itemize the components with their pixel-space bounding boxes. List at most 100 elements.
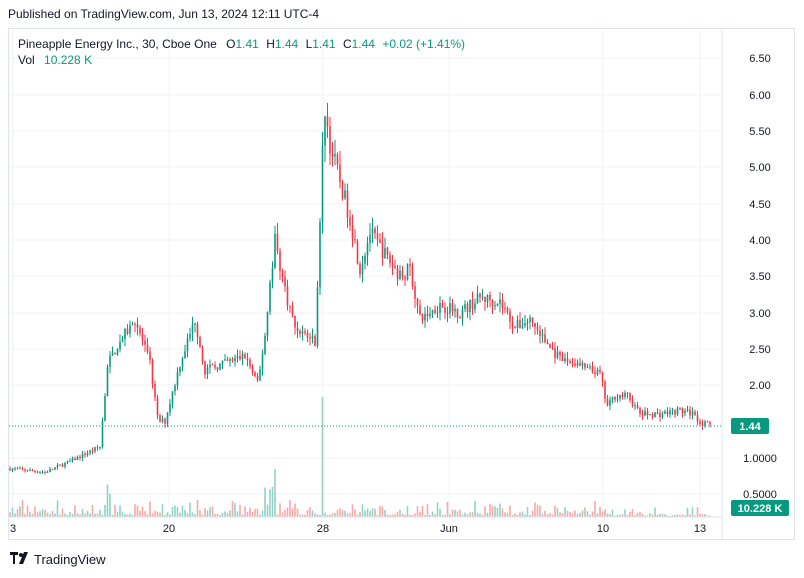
volume-bar: [291, 508, 294, 517]
candle-body: [464, 304, 466, 310]
volume-bar: [264, 487, 266, 517]
candle-body: [519, 320, 521, 328]
candle-body: [44, 472, 46, 474]
volume-bar: [566, 510, 569, 517]
candle-body: [114, 352, 116, 355]
volume-bar: [361, 504, 364, 517]
y-tick-label: 6.50: [749, 53, 770, 65]
candle-body: [531, 317, 534, 323]
volume-bar: [306, 510, 309, 517]
candle-body: [164, 418, 166, 424]
volume-bar: [689, 514, 691, 517]
volume-bar: [629, 511, 631, 517]
candle-body: [349, 217, 351, 226]
volume-bar: [106, 484, 109, 517]
volume-bar: [544, 510, 546, 517]
candle-body: [689, 409, 691, 416]
candle-body: [171, 391, 174, 405]
volume-bar: [401, 513, 404, 517]
candle-body: [661, 413, 664, 418]
candle-body: [361, 263, 364, 275]
volume-bar: [46, 512, 49, 517]
volume-bar: [59, 514, 61, 517]
candle-body: [104, 396, 106, 421]
candle-body: [61, 464, 64, 467]
candle-body: [294, 315, 296, 328]
candle-body: [496, 304, 499, 306]
volume-bar: [364, 510, 366, 517]
volume-bar: [504, 512, 506, 517]
chart-frame[interactable]: [8, 28, 795, 540]
volume-bar: [604, 509, 606, 517]
volume-bar: [424, 514, 426, 517]
volume-bar: [426, 503, 429, 517]
volume-bar: [624, 509, 626, 517]
candle-body: [71, 458, 74, 461]
y-tick-label: 4.00: [749, 235, 770, 247]
y-tick-label: 5.50: [749, 126, 770, 138]
volume-bar: [216, 513, 219, 517]
volume-bar: [279, 503, 281, 517]
volume-bar: [481, 514, 484, 517]
candle-body: [456, 308, 459, 318]
candle-body: [634, 405, 636, 407]
volume-bar: [461, 514, 464, 517]
volume-bar: [599, 506, 601, 517]
candle-body: [201, 347, 204, 362]
candle-body: [269, 282, 271, 313]
candle-body: [134, 324, 136, 326]
candle-body: [426, 313, 429, 317]
candle-body: [476, 293, 479, 304]
candle-body: [619, 394, 621, 399]
candle-body: [401, 270, 404, 278]
volume-bar: [651, 514, 654, 517]
candle-body: [139, 327, 141, 334]
volume-bar: [294, 503, 296, 517]
candle-body: [321, 145, 324, 222]
volume-bar: [126, 514, 129, 517]
volume-bar: [231, 501, 234, 517]
candle-body: [336, 154, 339, 165]
volume-bar: [266, 504, 269, 517]
volume-bar: [694, 515, 696, 517]
high-label: H: [266, 37, 275, 51]
candle-body: [509, 311, 511, 322]
candle-body: [19, 468, 21, 470]
volume-bar: [154, 510, 156, 517]
candle-body: [494, 305, 496, 307]
close-value: 1.44: [351, 37, 375, 51]
volume-bar: [619, 514, 621, 517]
volume-bar: [464, 512, 466, 517]
tradingview-logo[interactable]: TradingView: [10, 552, 106, 567]
volume-bar: [704, 513, 706, 517]
candle-body: [204, 361, 206, 375]
candle-body: [74, 458, 76, 461]
volume-bar: [471, 512, 474, 517]
candle-body: [584, 363, 586, 368]
candle-body: [351, 225, 354, 239]
volume-bar: [556, 508, 559, 517]
candle-body: [499, 299, 501, 305]
candle-body: [266, 312, 269, 336]
candle-body: [474, 303, 476, 310]
candle-body: [219, 363, 221, 370]
candle-body: [679, 408, 681, 410]
volume-bar: [511, 514, 514, 517]
candle-body: [704, 421, 706, 426]
volume-bar: [691, 507, 694, 517]
volume-bar: [379, 505, 381, 517]
volume-bar: [314, 513, 316, 517]
candle-body: [636, 405, 639, 408]
volume-bar: [79, 514, 81, 517]
candle-body: [506, 308, 509, 312]
candle-body: [396, 267, 399, 279]
candle-body: [9, 468, 11, 471]
candle-body: [416, 298, 419, 306]
candle-body: [384, 247, 386, 259]
volume-bar: [656, 515, 659, 517]
volume-bar: [659, 513, 661, 517]
candle-body: [11, 468, 14, 471]
volume-bar: [506, 512, 509, 517]
candle-body: [431, 309, 434, 314]
